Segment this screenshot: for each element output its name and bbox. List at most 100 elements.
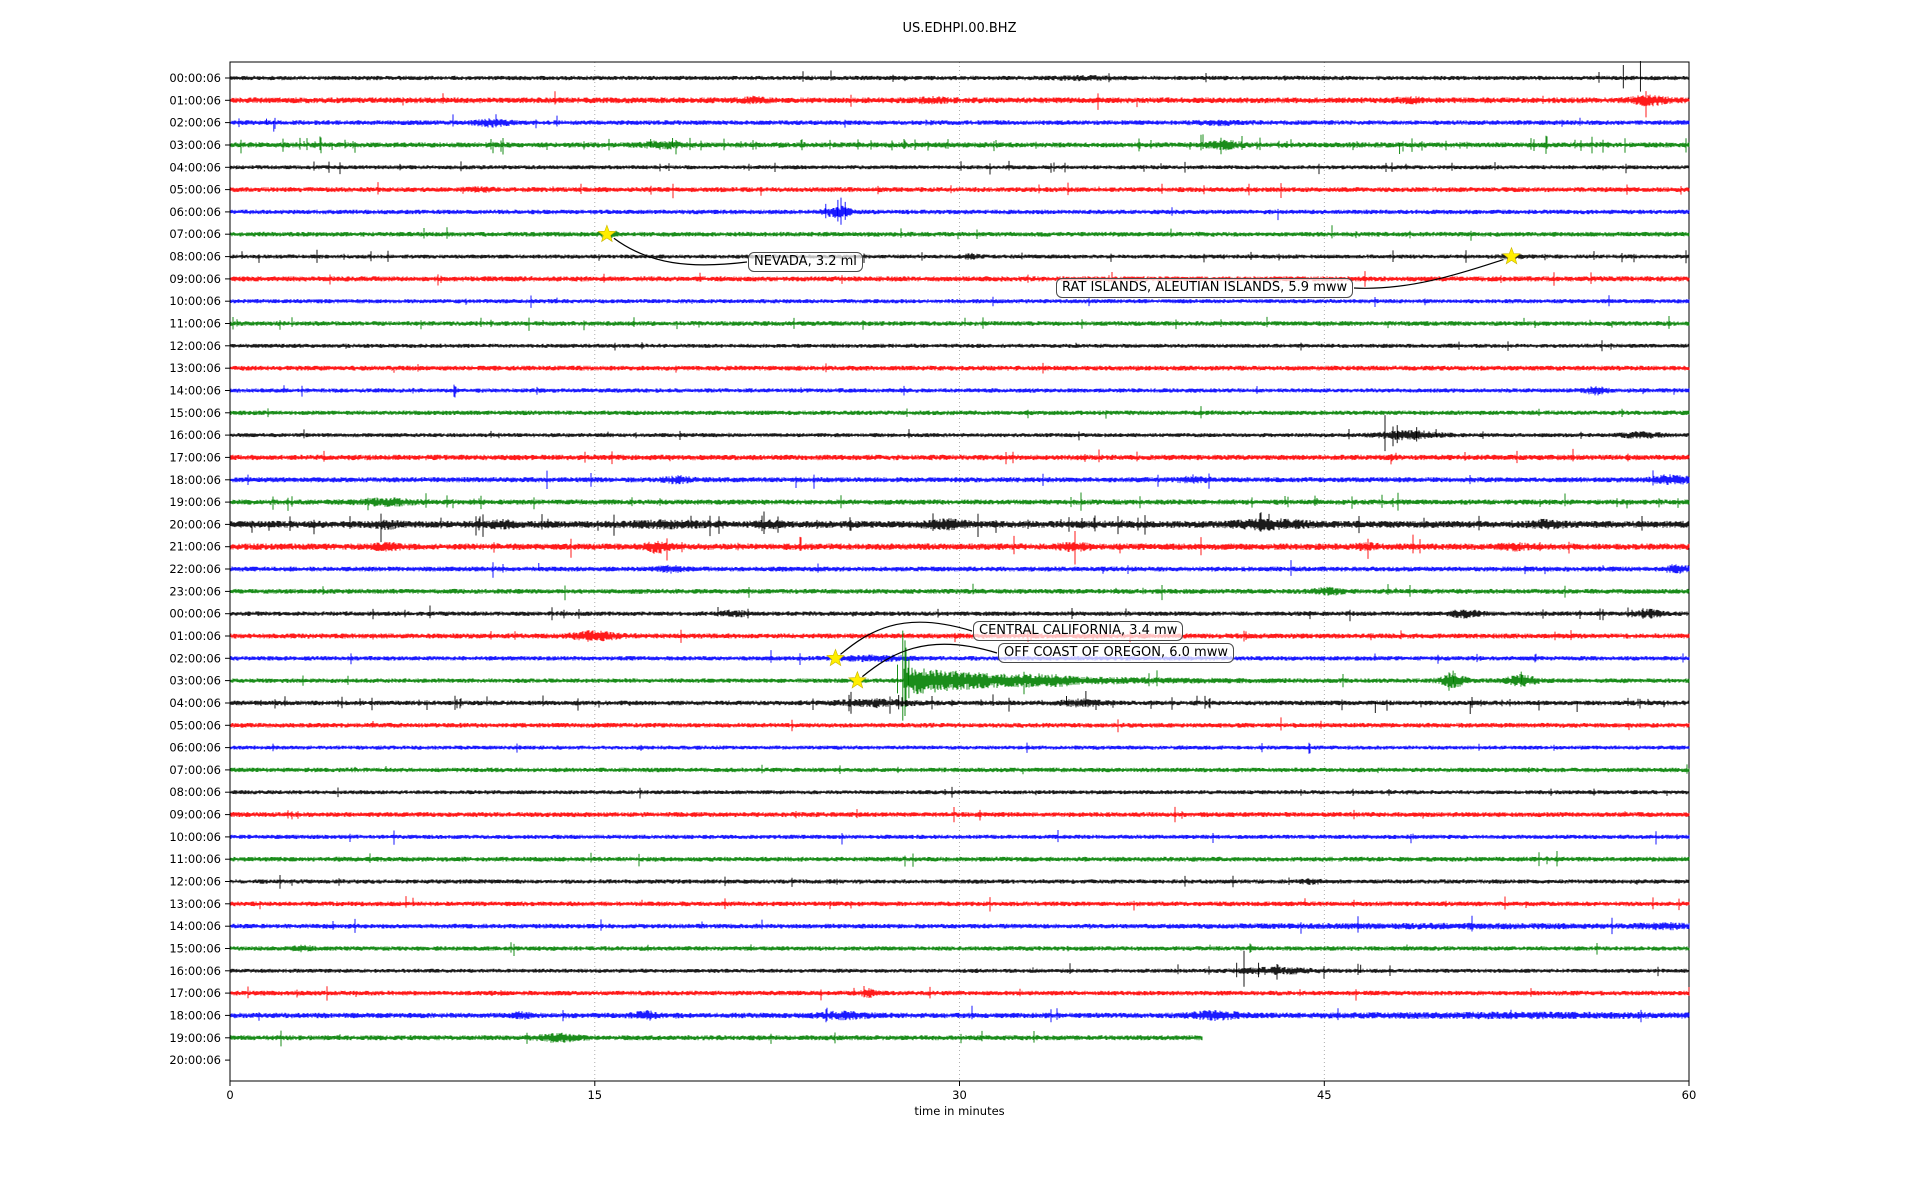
event-connector [1353,258,1504,289]
y-tick-label: 02:00:06 [169,651,221,665]
event-star-icon [597,224,617,243]
y-tick-label: 19:00:06 [169,495,221,509]
y-tick-label: 06:00:06 [169,205,221,219]
trace-row-29 [230,717,1690,733]
y-tick-label: 08:00:06 [169,785,221,799]
y-tick-label: 11:00:06 [169,852,221,866]
event-star-icon [847,670,867,689]
trace-row-10 [230,295,1690,308]
trace-row-30 [230,742,1690,754]
trace-row-21 [230,531,1690,565]
trace-row-11 [230,316,1690,331]
y-tick-label: 20:00:06 [169,517,221,531]
y-tick-label: 04:00:06 [169,160,221,174]
y-tick-label: 19:00:06 [169,1031,221,1045]
trace-row-28 [230,691,1690,714]
y-tick-label: 09:00:06 [169,808,221,822]
trace-row-18 [230,470,1690,489]
y-tick-label: 11:00:06 [169,317,221,331]
trace-row-22 [230,560,1690,578]
y-tick-label: 00:00:06 [169,71,221,85]
trace-row-31 [230,764,1690,775]
y-tick-label: 22:00:06 [169,562,221,576]
x-tick-label: 45 [1317,1088,1332,1102]
trace-row-36 [230,875,1690,889]
event-label: NEVADA, 3.2 ml [748,252,863,272]
trace-row-0 [230,61,1690,92]
trace-row-8 [230,249,1690,264]
trace-row-24 [230,605,1690,622]
trace-row-20 [230,511,1690,543]
trace-row-5 [230,182,1690,199]
y-tick-label: 18:00:06 [169,1008,221,1022]
y-tick-label: 16:00:06 [169,964,221,978]
y-tick-label: 13:00:06 [169,897,221,911]
y-tick-label: 05:00:06 [169,718,221,732]
trace-row-38 [230,915,1690,935]
trace-row-4 [230,160,1690,175]
y-tick-label: 01:00:06 [169,93,221,107]
y-tick-label: 04:00:06 [169,696,221,710]
trace-row-33 [230,806,1690,823]
x-tick-label: 0 [226,1088,233,1102]
event-label: CENTRAL CALIFORNIA, 3.4 mw [973,621,1184,641]
y-tick-label: 21:00:06 [169,540,221,554]
y-tick-label: 20:00:06 [169,1053,221,1067]
y-tick-label: 14:00:06 [169,384,221,398]
event-connector [613,237,748,266]
y-tick-label: 07:00:06 [169,227,221,241]
trace-row-35 [230,851,1690,867]
trace-row-12 [230,340,1690,352]
y-tick-label: 03:00:06 [169,138,221,152]
y-tick-label: 15:00:06 [169,942,221,956]
y-tick-label: 16:00:06 [169,428,221,442]
event-star-icon [826,648,845,667]
y-tick-label: 10:00:06 [169,830,221,844]
trace-row-23 [230,583,1690,601]
y-tick-label: 18:00:06 [169,473,221,487]
y-tick-label: 10:00:06 [169,294,221,308]
trace-row-43 [230,1030,1203,1047]
y-tick-label: 00:00:06 [169,607,221,621]
y-tick-label: 23:00:06 [169,584,221,598]
trace-row-32 [230,786,1690,799]
trace-row-7 [230,225,1690,241]
trace-row-14 [230,384,1690,398]
y-tick-label: 02:00:06 [169,116,221,130]
x-tick-label: 30 [952,1088,967,1102]
event-label: OFF COAST OF OREGON, 6.0 mww [998,643,1234,663]
y-tick-label: 13:00:06 [169,361,221,375]
trace-row-27 [230,630,1690,721]
trace-row-1 [230,91,1690,118]
y-tick-label: 03:00:06 [169,674,221,688]
trace-row-17 [230,448,1690,465]
trace-row-16 [230,415,1690,452]
x-tick-label: 15 [587,1088,602,1102]
x-axis-title: time in minutes [914,1104,1005,1118]
trace-row-15 [230,406,1690,419]
figure-title: US.EDHPI.00.BHZ [902,21,1017,36]
trace-row-19 [230,492,1690,511]
trace-row-34 [230,830,1690,845]
trace-row-13 [230,362,1690,374]
event-star-icon [1502,246,1521,265]
trace-row-39 [230,942,1690,956]
trace-row-42 [230,1005,1690,1023]
trace-row-6 [230,197,1690,225]
y-tick-label: 08:00:06 [169,250,221,264]
event-connector [861,643,998,678]
y-tick-label: 09:00:06 [169,272,221,286]
y-tick-label: 17:00:06 [169,450,221,464]
trace-row-41 [230,986,1690,1001]
y-tick-label: 05:00:06 [169,183,221,197]
y-tick-label: 12:00:06 [169,875,221,889]
trace-row-37 [230,896,1690,912]
y-tick-label: 17:00:06 [169,986,221,1000]
y-tick-label: 12:00:06 [169,339,221,353]
event-label: RAT ISLANDS, ALEUTIAN ISLANDS, 5.9 mww [1056,278,1354,298]
x-tick-label: 60 [1682,1088,1697,1102]
y-tick-label: 14:00:06 [169,919,221,933]
y-tick-label: 07:00:06 [169,763,221,777]
